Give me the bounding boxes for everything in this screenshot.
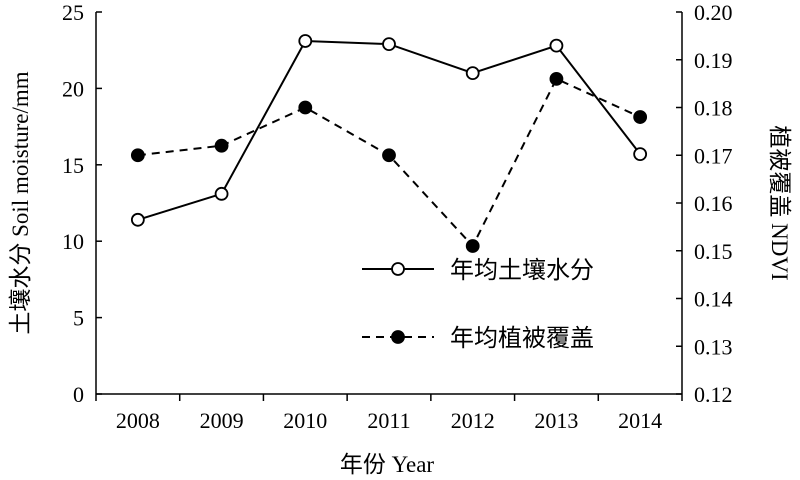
- left-tick-label: 15: [62, 153, 84, 178]
- x-tick-label: 2011: [367, 408, 410, 433]
- right-tick-label: 0.13: [694, 334, 733, 359]
- data-point: [214, 186, 229, 201]
- data-point: [130, 148, 145, 163]
- data-point: [465, 66, 480, 81]
- left-tick-label: 0: [73, 382, 84, 407]
- right-y-axis: 0.12 0.13 0.14 0.15 0.16 0.17 0.18 0.19 0.20: [676, 0, 733, 407]
- data-point: [549, 38, 564, 53]
- left-y-axis: 0 5 10 15 20 25: [62, 0, 102, 407]
- x-tick-label: 2009: [200, 408, 244, 433]
- series-1: [130, 34, 648, 227]
- left-tick-label: 5: [73, 306, 84, 331]
- series-2: [130, 71, 648, 253]
- plot-frame: [95, 12, 683, 395]
- right-tick-label: 0.20: [694, 0, 733, 25]
- series-layer: [130, 34, 648, 253]
- x-tick-label: 2012: [451, 408, 495, 433]
- series-line: [137, 77, 641, 248]
- x-tick-label: 2013: [534, 408, 578, 433]
- data-point: [465, 239, 480, 253]
- left-tick-label: 25: [62, 0, 84, 25]
- data-point: [298, 34, 313, 48]
- right-tick-label: 0.14: [694, 287, 733, 312]
- data-point: [214, 138, 229, 153]
- left-tick-label: 20: [62, 76, 84, 101]
- data-point: [633, 110, 648, 124]
- legend-label: 年均植被覆盖: [450, 325, 594, 352]
- x-tick-label: 2008: [116, 408, 160, 433]
- x-tick-label: 2010: [283, 408, 327, 433]
- right-y-axis-title: 植被覆盖 NDVI: [767, 125, 792, 280]
- left-tick-label: 10: [62, 229, 84, 254]
- right-tick-label: 0.15: [694, 239, 733, 264]
- legend-label: 年均土壤水分: [450, 257, 594, 284]
- right-tick-label: 0.19: [694, 48, 733, 73]
- data-point: [382, 37, 396, 51]
- data-point: [298, 100, 313, 115]
- x-tick-label: 2014: [618, 408, 662, 433]
- series-line: [137, 40, 641, 221]
- legend-marker: [391, 262, 405, 276]
- data-point: [382, 148, 396, 163]
- data-point: [549, 71, 564, 86]
- data-point: [633, 147, 648, 162]
- right-tick-label: 0.12: [694, 382, 733, 407]
- right-tick-label: 0.18: [694, 96, 733, 121]
- x-axis-title: 年份 Year: [340, 452, 434, 477]
- left-y-axis-title: 土壤水分 Soil moisture/mm: [8, 71, 33, 334]
- x-axis: 2008 2009 2010 2011 2012 2013 2014: [95, 394, 683, 433]
- right-tick-label: 0.17: [694, 143, 733, 168]
- data-point: [130, 212, 145, 227]
- legend-marker: [391, 330, 405, 344]
- right-tick-label: 0.16: [694, 191, 733, 216]
